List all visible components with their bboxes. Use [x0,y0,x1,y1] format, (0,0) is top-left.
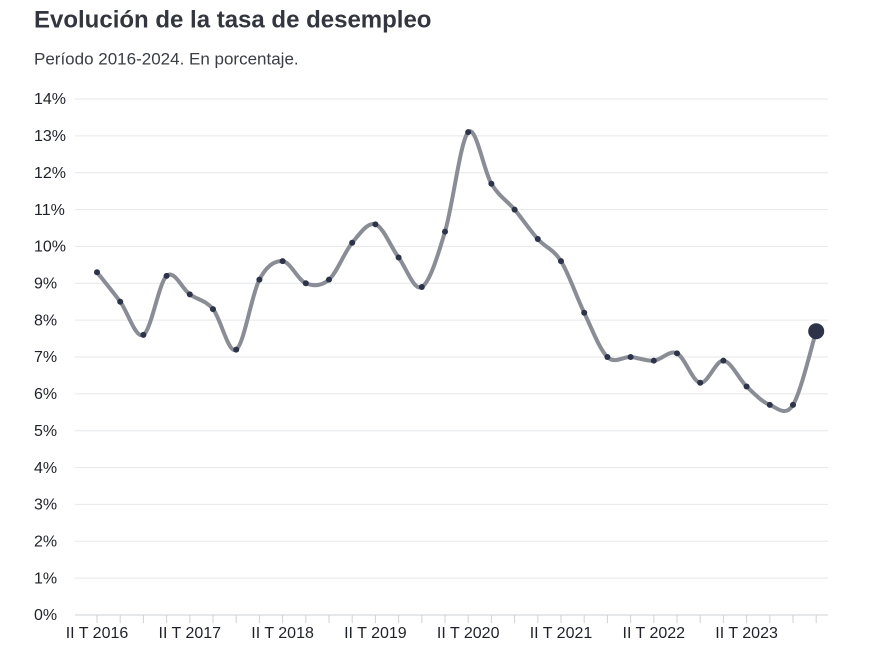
y-tick-label: 9% [34,276,57,293]
point [790,401,796,408]
point [117,298,124,305]
point [604,354,611,360]
x-tick-label: II T 2017 [159,625,222,642]
point [302,280,309,287]
x-tick-label: II T 2020 [437,625,500,642]
point [720,357,727,364]
x-tick-label: II T 2022 [623,625,686,642]
x-tick-label: II T 2018 [251,625,314,642]
point [465,129,472,136]
point [627,354,634,360]
point [233,346,240,353]
y-tick-label: 13% [34,128,66,145]
point [488,180,495,187]
point [743,383,750,390]
y-tick-label: 2% [34,534,57,551]
x-tick-label: II T 2021 [530,625,593,642]
y-tick-label: 0% [34,607,57,624]
point [808,323,825,340]
y-tick-label: 8% [34,312,57,329]
y-tick-label: 12% [34,165,66,182]
point [210,306,216,313]
point [581,309,588,316]
point [558,258,564,265]
point [372,221,379,228]
y-tick-label: 6% [34,386,57,403]
y-tick-label: 1% [34,570,57,587]
point [766,401,773,408]
x-tick-label: II T 2016 [66,625,129,642]
x-tick-label: II T 2019 [344,625,407,642]
point [140,331,147,338]
line [95,129,819,414]
chart-title: Evolución de la tasa de desempleo [34,6,431,33]
y-tick-label: 14% [34,91,66,108]
point [674,350,680,357]
y-tick-label: 4% [34,460,57,477]
point [279,258,286,265]
point [349,239,356,246]
point [442,228,448,235]
chart-subtitle: Período 2016-2024. En porcentaje. [34,49,299,68]
y-tick-label: 11% [34,202,65,219]
point [650,357,657,364]
point [326,276,332,283]
x-tick-label: II T 2023 [715,625,778,642]
y-tick-label: 7% [34,349,57,366]
point [186,291,193,298]
point [697,379,704,386]
point [163,272,170,279]
point [511,206,518,213]
y-tick-label: 3% [34,497,57,514]
point [256,276,263,283]
point [418,283,425,290]
point [94,269,100,276]
y-tick-label: 5% [34,423,57,440]
y-tick-label: 10% [34,239,66,256]
point [395,254,402,261]
point [534,236,541,243]
